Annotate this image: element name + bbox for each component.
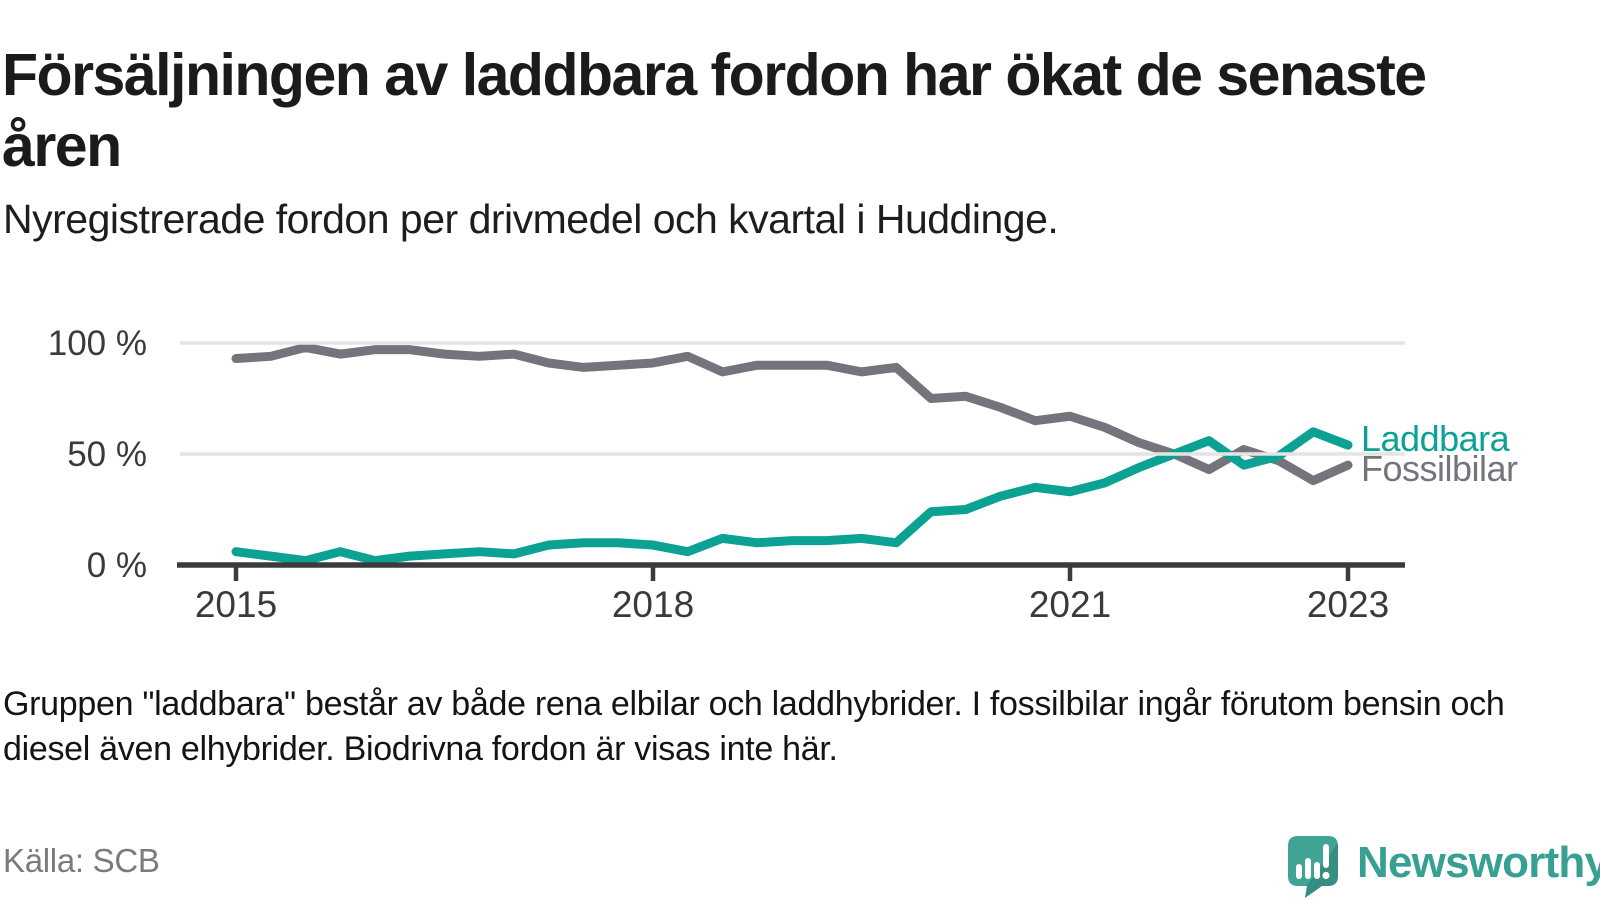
y-axis-label-0: 0 % xyxy=(86,546,147,585)
chart-subtitle: Nyregistrerade fordon per drivmedel och … xyxy=(3,196,1059,242)
x-axis-label-2023: 2023 xyxy=(1306,584,1390,625)
y-axis-label-50: 50 % xyxy=(67,435,147,474)
chart-footnote: Gruppen "laddbara" består av både rena e… xyxy=(3,685,1505,768)
newsworthy-branding: Newsworthy xyxy=(1288,836,1600,899)
x-axis-label-2015: 2015 xyxy=(194,584,278,625)
source-text: Källa: SCB xyxy=(3,842,160,879)
y-axis-label-100: 100 % xyxy=(47,324,147,363)
newsworthy-logo-text: Newsworthy xyxy=(1357,838,1600,887)
x-axis-label-2018: 2018 xyxy=(611,584,695,625)
x-axis-label-2021: 2021 xyxy=(1028,584,1112,625)
newsworthy-logo-icon xyxy=(1288,836,1338,898)
page-title: Försäljningen av laddbara fordon har öka… xyxy=(2,41,1427,180)
legend-label-laddbara: Laddbara xyxy=(1361,418,1510,459)
legend-label-fossilbilar: Fossilbilar xyxy=(1361,448,1518,489)
